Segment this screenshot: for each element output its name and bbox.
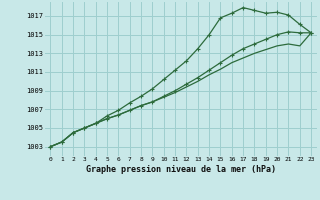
X-axis label: Graphe pression niveau de la mer (hPa): Graphe pression niveau de la mer (hPa) <box>86 165 276 174</box>
